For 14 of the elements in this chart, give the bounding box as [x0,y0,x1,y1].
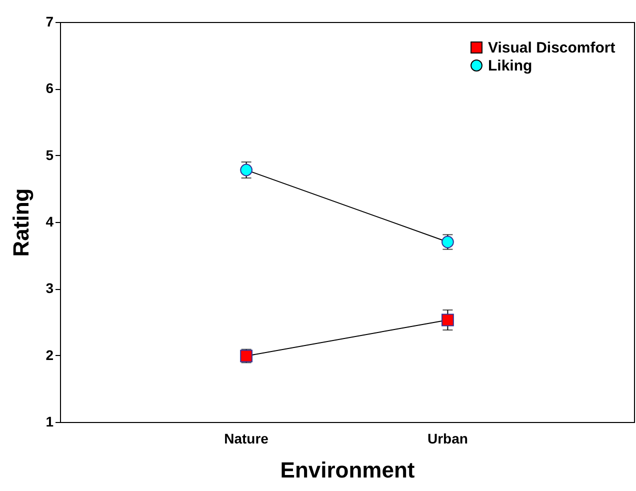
y-tick-label: 6 [46,80,54,96]
y-axis-title: Rating [8,188,34,257]
y-tick-label: 4 [46,214,54,230]
y-tick-label: 2 [46,346,54,363]
legend-label: Liking [488,58,532,74]
x-tick-label: Nature [224,430,269,446]
x-axis-title: Environment [280,458,416,482]
y-tick-label: 5 [46,146,54,163]
x-tick-label: Urban [427,430,468,446]
point [442,314,454,326]
y-tick-label: 7 [46,14,54,30]
legend-label: Visual Discomfort [488,40,616,56]
y-tick-label: 1 [46,414,54,430]
y-tick-label: 3 [46,280,54,296]
